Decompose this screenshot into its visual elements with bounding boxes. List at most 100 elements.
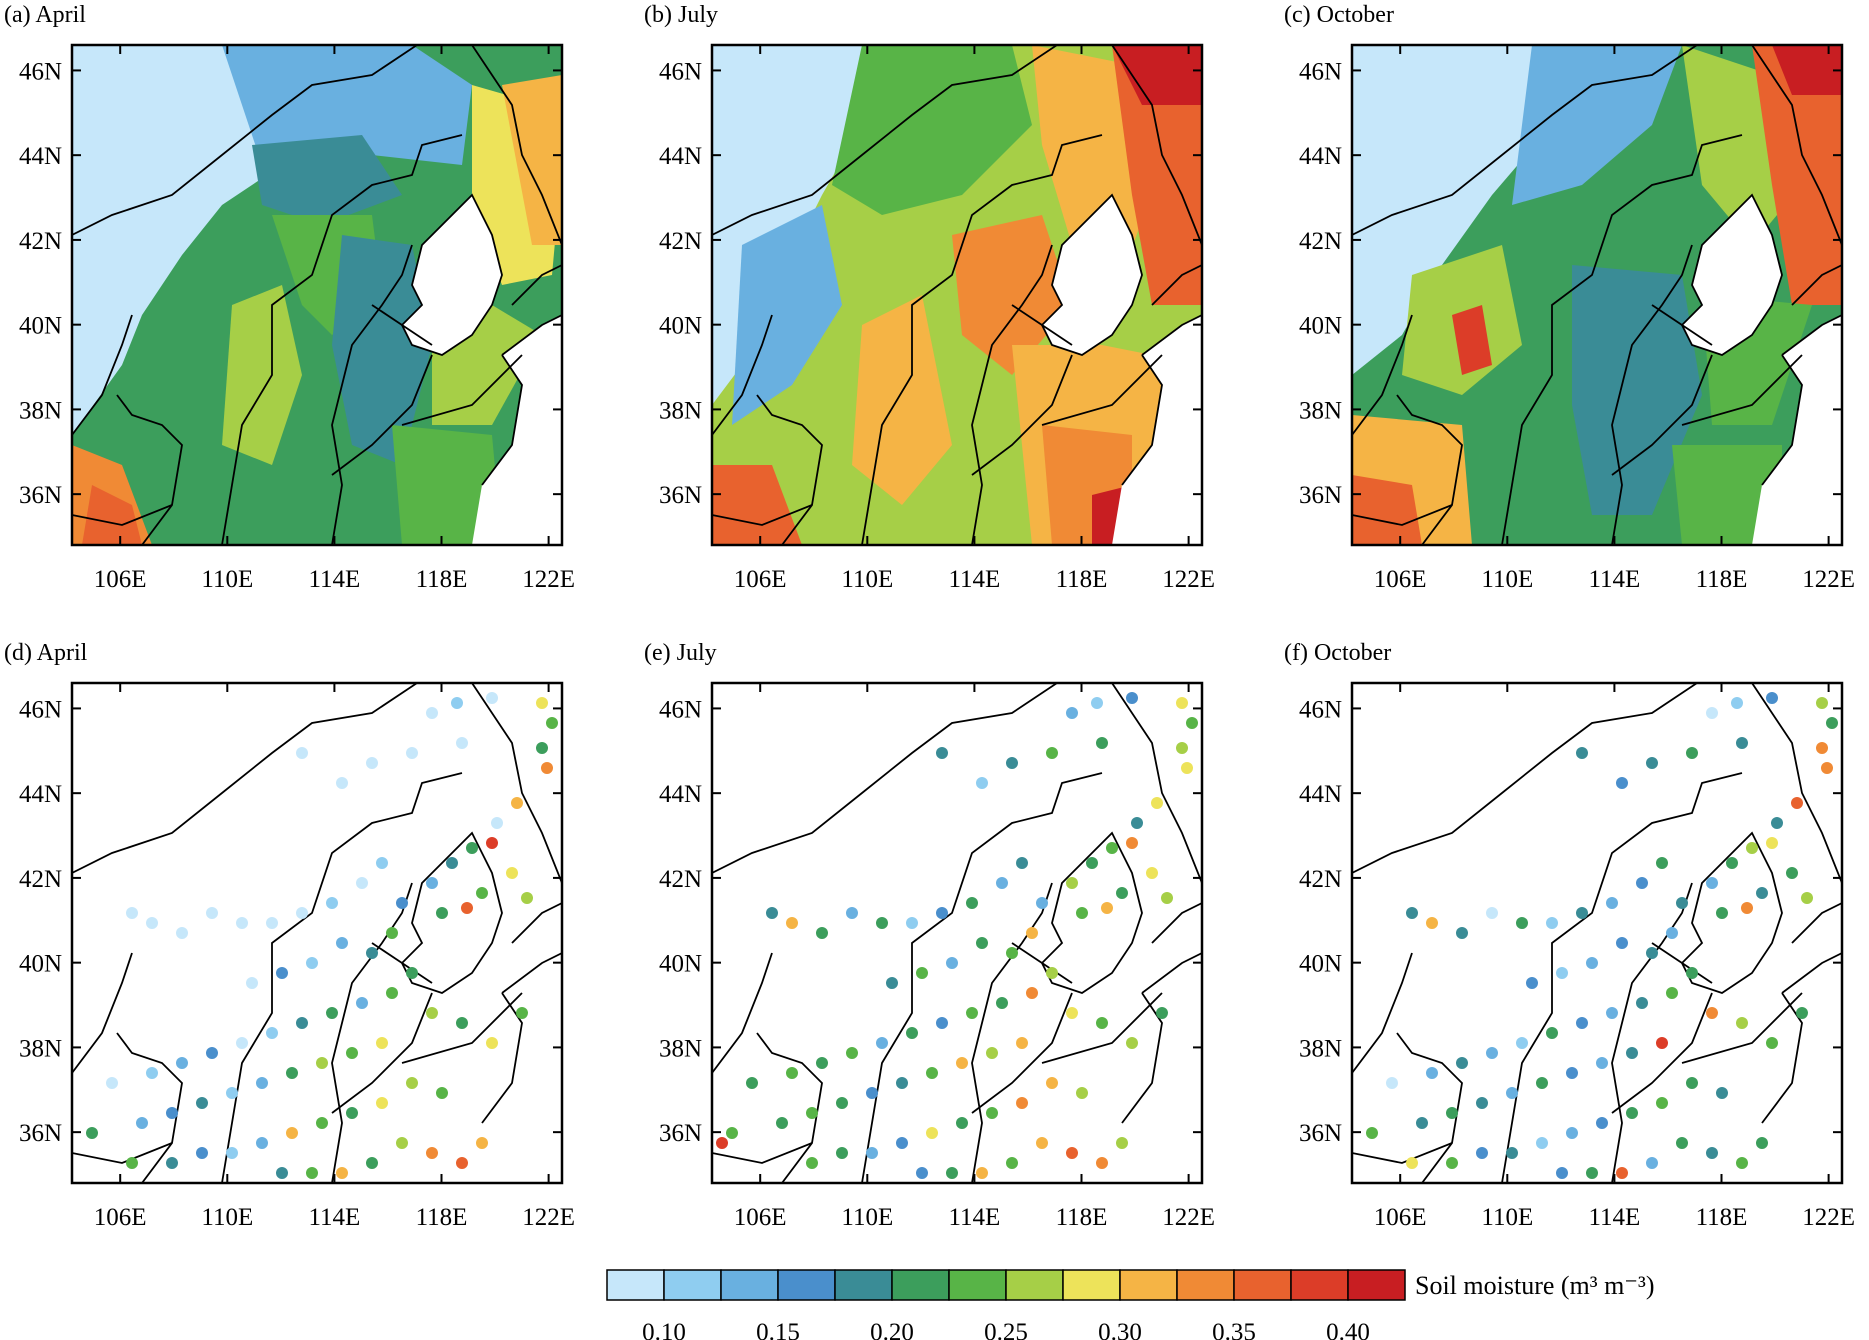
station-observation-map [712, 683, 1202, 1183]
map-frame [710, 681, 1204, 1185]
colorbar-swatches [606, 1269, 1406, 1301]
colorbar-tick-label: 0.25 [984, 1319, 1028, 1340]
y-tick-label: 36N [1299, 1120, 1342, 1147]
model-field-map [712, 45, 1202, 545]
colorbar-swatch [891, 1269, 950, 1301]
panel-title: (c) October [1284, 2, 1394, 28]
colorbar-swatch [948, 1269, 1007, 1301]
x-tick-label: 114E [308, 566, 360, 593]
y-tick-label: 40N [1299, 951, 1342, 978]
panel-b: (b) July 106E 110E 114E 118E 122E 46N 44N 42N 40… [644, 2, 1215, 593]
y-tick-label: 46N [1299, 696, 1342, 723]
x-tick-label: 110E [841, 566, 893, 593]
colorbar-swatch [1347, 1269, 1406, 1301]
y-tick-label: 42N [19, 866, 62, 893]
station-observation-map [1352, 683, 1842, 1183]
y-tick-label: 42N [659, 228, 702, 255]
panel-f: (f) October 106E 110E 114E 118E 122E 46N 44N 42… [1284, 640, 1855, 1231]
colorbar-tick-label: 0.40 [1326, 1319, 1370, 1340]
y-tick-label: 40N [659, 951, 702, 978]
y-tick-label: 36N [19, 482, 62, 509]
panel-title: (a) April [4, 2, 86, 28]
panel-title: (e) July [644, 640, 717, 666]
x-tick-label: 118E [416, 1204, 468, 1231]
x-tick-label: 114E [948, 566, 1000, 593]
x-tick-label: 114E [308, 1204, 360, 1231]
x-tick-label: 110E [201, 566, 253, 593]
station-observation-map [72, 683, 562, 1183]
x-tick-label: 118E [1056, 1204, 1108, 1231]
y-tick-label: 36N [1299, 482, 1342, 509]
colorbar-swatch [834, 1269, 893, 1301]
y-tick-label: 36N [659, 1120, 702, 1147]
colorbar-tick-label: 0.35 [1212, 1319, 1256, 1340]
y-tick-label: 44N [1299, 143, 1342, 170]
x-tick-label: 106E [1374, 1204, 1427, 1231]
colorbar-tick-label: 0.20 [870, 1319, 914, 1340]
colorbar-swatch [663, 1269, 722, 1301]
y-tick-label: 38N [1299, 397, 1342, 424]
x-tick-label: 122E [1802, 1204, 1855, 1231]
x-tick-label: 106E [94, 1204, 147, 1231]
axes: 106E 110E 114E 118E 122E 46N 44N 42N 40N 38N 36N [19, 45, 575, 593]
model-field-map [1352, 45, 1842, 545]
y-tick-label: 44N [19, 143, 62, 170]
map-frame [1350, 681, 1844, 1185]
x-tick-label: 118E [416, 566, 468, 593]
y-tick-label: 46N [19, 58, 62, 85]
panel-title: (d) April [4, 640, 88, 666]
y-tick-label: 40N [1299, 313, 1342, 340]
x-tick-label: 114E [1588, 1204, 1640, 1231]
x-tick-label: 122E [522, 1204, 575, 1231]
map-frame [70, 681, 564, 1185]
y-tick-label: 42N [659, 866, 702, 893]
y-tick-label: 38N [1299, 1035, 1342, 1062]
y-tick-label: 44N [659, 143, 702, 170]
x-tick-label: 106E [94, 566, 147, 593]
y-tick-label: 46N [659, 58, 702, 85]
axes: 106E 110E 114E 118E 122E 46N 44N 42N 40N 38N 36N [19, 683, 575, 1231]
x-tick-label: 122E [1162, 566, 1215, 593]
colorbar-title: Soil moisture (m³ m⁻³) [1415, 1271, 1654, 1300]
colorbar-tick-label: 0.15 [756, 1319, 800, 1340]
y-tick-label: 40N [19, 313, 62, 340]
y-tick-label: 38N [659, 1035, 702, 1062]
axes: 106E 110E 114E 118E 122E 46N 44N 42N 40N 38N 36N [1299, 45, 1855, 593]
panel-c: (c) October 106E 110E 114E 118E 122E 46N 44N 42… [1284, 2, 1855, 593]
colorbar-tick-label: 0.30 [1098, 1319, 1142, 1340]
x-tick-label: 122E [1162, 1204, 1215, 1231]
colorbar-swatch [720, 1269, 779, 1301]
x-tick-label: 110E [1481, 566, 1533, 593]
y-tick-label: 42N [19, 228, 62, 255]
colorbar-swatch [606, 1269, 665, 1301]
colorbar-swatch [1290, 1269, 1349, 1301]
x-tick-label: 114E [948, 1204, 1000, 1231]
colorbar-swatch [1176, 1269, 1235, 1301]
colorbar-tick-label: 0.10 [642, 1319, 686, 1340]
x-tick-label: 110E [201, 1204, 253, 1231]
y-tick-label: 40N [659, 313, 702, 340]
x-tick-label: 106E [734, 566, 787, 593]
y-tick-label: 46N [1299, 58, 1342, 85]
y-tick-label: 40N [19, 951, 62, 978]
y-tick-label: 46N [659, 696, 702, 723]
colorbar-swatch [1233, 1269, 1292, 1301]
x-tick-label: 118E [1696, 566, 1748, 593]
x-tick-label: 122E [522, 566, 575, 593]
axes: 106E 110E 114E 118E 122E 46N 44N 42N 40N 38N 36N [659, 45, 1215, 593]
x-tick-label: 114E [1588, 566, 1640, 593]
map-frame [710, 43, 1204, 547]
x-tick-label: 110E [841, 1204, 893, 1231]
model-field-map [72, 45, 562, 545]
y-tick-label: 46N [19, 696, 62, 723]
x-tick-label: 118E [1696, 1204, 1748, 1231]
panel-title: (f) October [1284, 640, 1391, 666]
y-tick-label: 44N [659, 781, 702, 808]
y-tick-label: 42N [1299, 228, 1342, 255]
panel-title: (b) July [644, 2, 718, 28]
y-tick-label: 38N [659, 397, 702, 424]
y-tick-label: 38N [19, 1035, 62, 1062]
y-tick-label: 36N [659, 482, 702, 509]
x-tick-label: 106E [1374, 566, 1427, 593]
